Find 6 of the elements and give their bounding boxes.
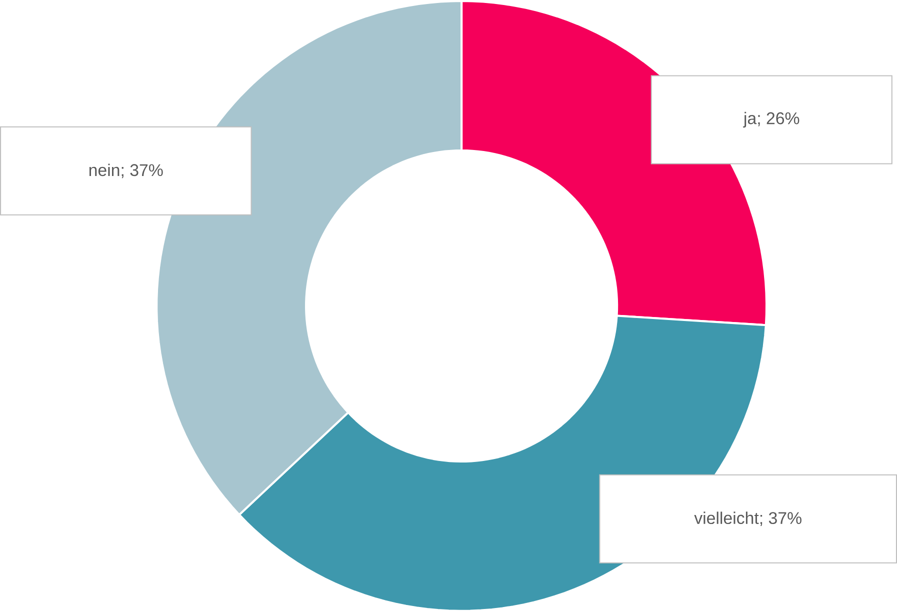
data-label: ; 37% [760, 512, 802, 526]
data-label: ; 26% [758, 112, 800, 126]
data-label: ; 37% [122, 164, 163, 178]
slice-label: ja [743, 112, 757, 128]
slice-label: vielleicht [694, 512, 759, 524]
slice-label: nein [89, 164, 120, 176]
